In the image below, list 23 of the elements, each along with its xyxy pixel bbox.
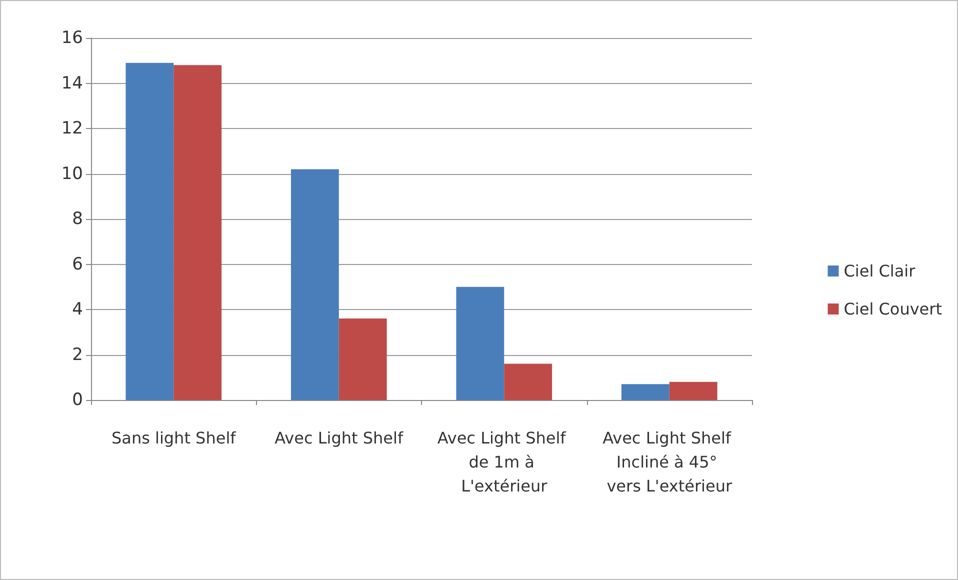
legend-label: Ciel Clair — [844, 262, 916, 280]
y-tick-label: 16 — [61, 28, 83, 48]
y-tick-label: 14 — [61, 73, 83, 94]
y-tick-label: 12 — [61, 118, 83, 138]
y-tick-label: 10 — [61, 164, 83, 184]
x-tick-label: Sans light Shelf — [111, 428, 236, 448]
x-tick-label: Avec Light Shelf Incliné à 45° vers L'extérieur — [602, 428, 736, 496]
y-tick-label: 6 — [72, 254, 83, 274]
bar — [174, 65, 222, 400]
bar — [621, 384, 670, 400]
bar — [126, 62, 174, 400]
y-tick-label: 0 — [72, 390, 83, 410]
x-tick-label: Avec Light Shelf — [274, 428, 404, 448]
bar — [504, 364, 552, 400]
legend-label: Ciel Couvert — [844, 300, 942, 318]
bar — [456, 286, 504, 400]
bar — [338, 318, 387, 400]
x-tick-label: Avec Light Shelf de 1m à L'extérieur — [437, 428, 571, 496]
y-tick-label: 2 — [72, 344, 83, 365]
y-tick-label: 4 — [72, 300, 83, 320]
bar — [669, 382, 718, 400]
y-tick-label: 8 — [72, 209, 83, 229]
bar — [290, 169, 339, 400]
